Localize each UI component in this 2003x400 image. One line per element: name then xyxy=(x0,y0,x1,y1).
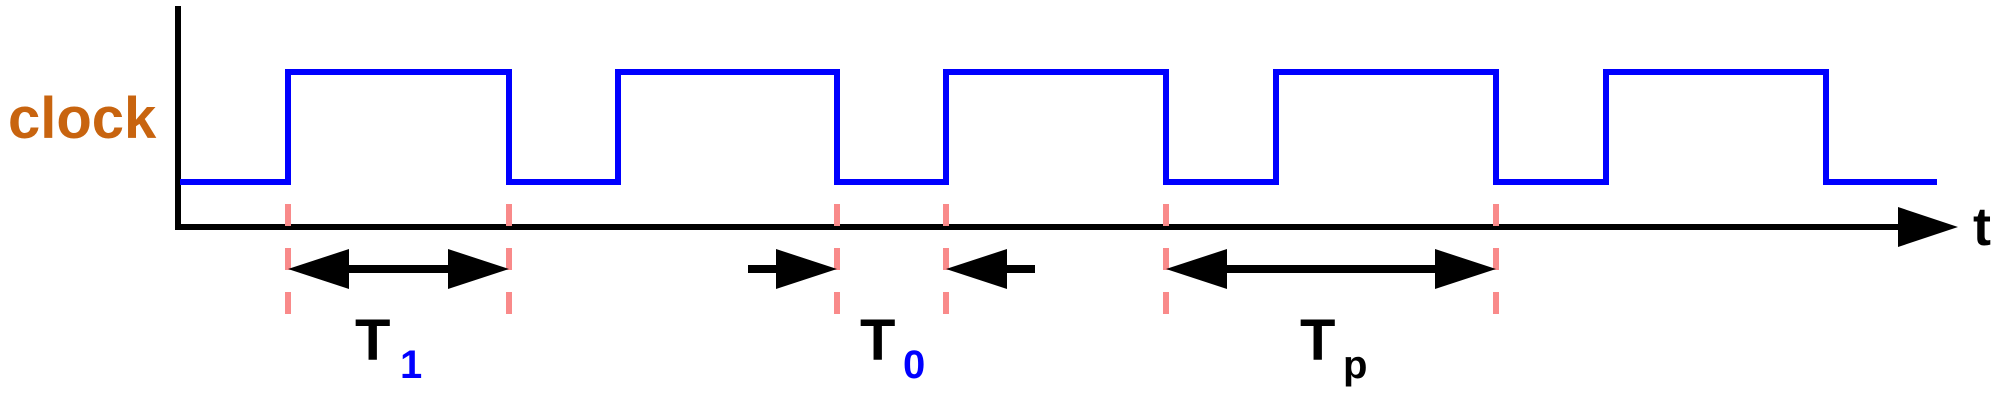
low-time-arrows xyxy=(748,249,1035,289)
signal-label: clock xyxy=(8,86,157,151)
clock-waveform xyxy=(180,69,1937,185)
period-label: T xyxy=(1300,308,1335,373)
high-time-arrow xyxy=(288,249,509,289)
period-subscript: p xyxy=(1343,343,1367,387)
high-time-label: T xyxy=(355,308,390,373)
low-time-subscript: 0 xyxy=(903,343,925,387)
period-arrow xyxy=(1166,249,1496,289)
time-axis-arrowhead xyxy=(1898,207,1958,247)
high-time-subscript: 1 xyxy=(400,343,422,387)
time-axis-label: t xyxy=(1973,197,1991,257)
low-time-label: T xyxy=(860,308,895,373)
edge-guide-ticks xyxy=(285,204,1499,224)
